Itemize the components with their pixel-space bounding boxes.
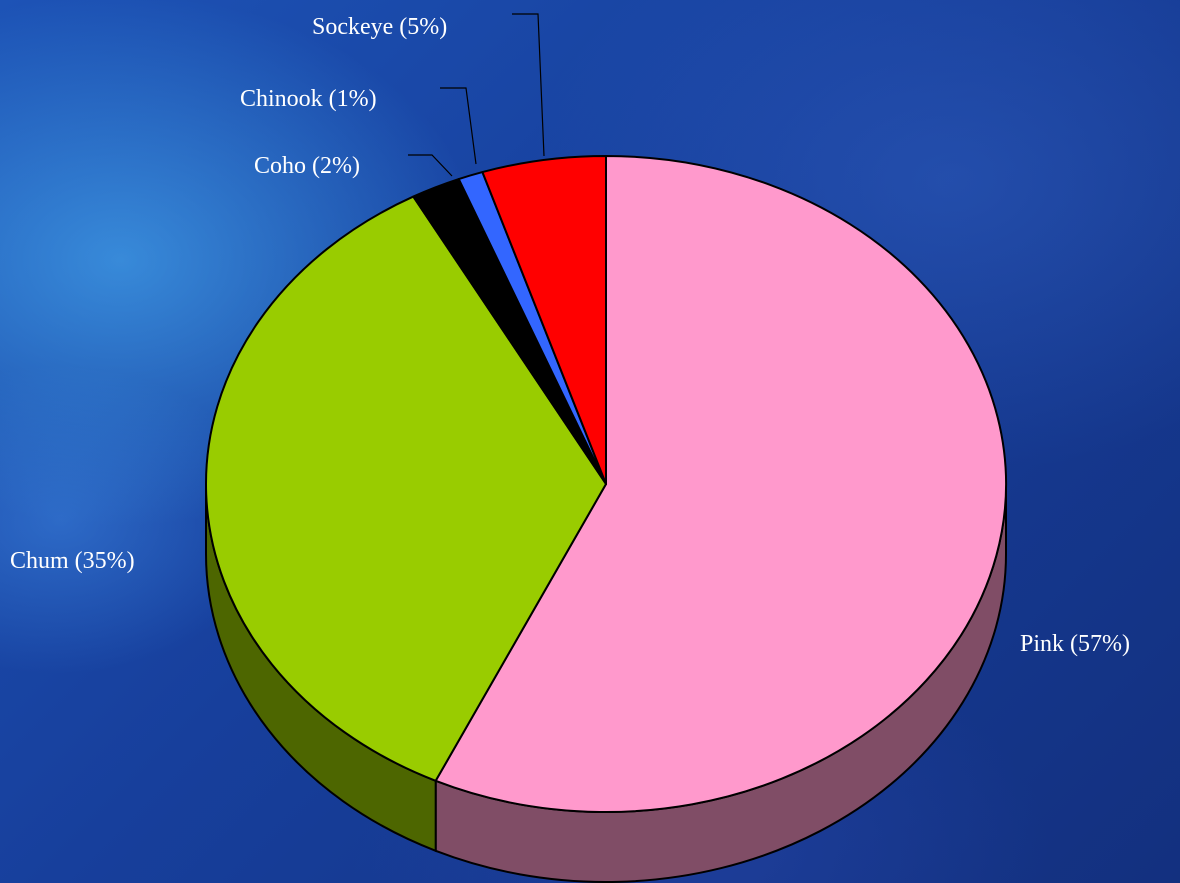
slice-sockeye <box>481 155 607 485</box>
slice-labels: Pink (57%) Chum (35%) Coho (2%) Chinook … <box>10 14 1130 657</box>
leader-line-sockeye <box>512 13 545 157</box>
label-chum: Chum (35%) <box>10 548 135 574</box>
label-chinook: Chinook (1%) <box>240 86 377 112</box>
label-pink: Pink (57%) <box>1020 631 1130 657</box>
label-coho: Coho (2%) <box>254 153 360 179</box>
label-sockeye: Sockeye (5%) <box>312 14 447 40</box>
slice-pink <box>434 155 1007 813</box>
slice-chum <box>205 195 607 782</box>
pie-top-faces <box>205 155 1007 813</box>
label-leader-lines <box>408 13 545 177</box>
leader-line-chinook <box>440 87 477 165</box>
leader-line-coho <box>408 154 453 177</box>
